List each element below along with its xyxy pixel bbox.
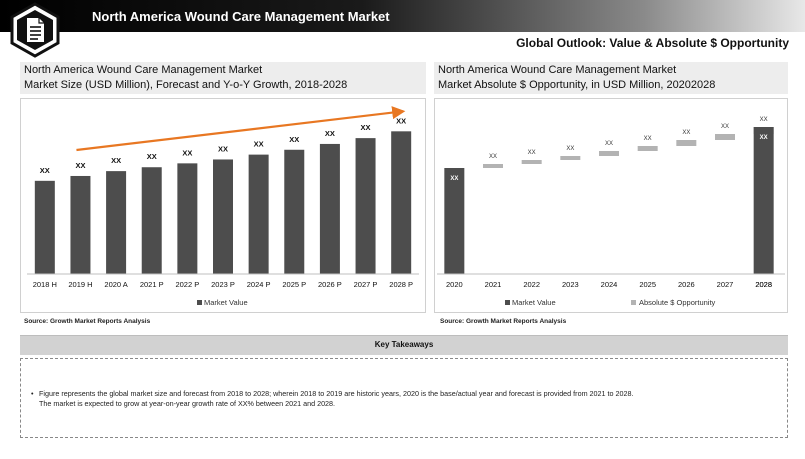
increment-bar [599, 151, 619, 156]
left-chart-subtitle: Market Size (USD Million), Forecast and … [24, 79, 348, 91]
data-label: XX [760, 135, 768, 141]
bar [248, 154, 269, 274]
bar [213, 159, 233, 274]
data-label: XX [605, 141, 613, 147]
opportunity-chart: XX 2020 XX 2021 XX 2022 XX 2023 XX 2024 XX 2025 XX 20… [434, 98, 788, 313]
increment-bar [676, 140, 697, 146]
data-label: XX [254, 140, 264, 149]
data-label: XX [111, 156, 121, 165]
legend-swatch [631, 300, 636, 305]
right-chart-heading: North America Wound Care Management Mark… [434, 62, 788, 94]
page-header: North America Wound Care Management Mark… [0, 0, 805, 58]
market-size-chart: XX 2018 H XX 2019 H XX 2020 A XX 2021 P XX 2022 P… [20, 98, 426, 313]
x-tick-label: 2026 [678, 280, 695, 289]
key-takeaways-header: Key Takeaways [20, 335, 788, 355]
x-tick-label: 2018 H [33, 280, 57, 289]
increment-bar [715, 134, 735, 140]
x-tick-label: 2021 P [140, 280, 164, 289]
data-label: XX [40, 166, 50, 175]
takeaway-text: The market is expected to grow at year-o… [39, 399, 336, 408]
bar [753, 127, 774, 274]
data-label: XX [682, 130, 690, 136]
data-label: XX [760, 117, 768, 123]
data-label: XX [396, 116, 406, 125]
left-chart-source: Source: Growth Market Reports Analysis [24, 318, 151, 325]
increment-bar [521, 160, 542, 164]
x-tick-label: 2021 [485, 280, 502, 289]
x-tick-label: 2025 P [282, 280, 306, 289]
key-takeaways-box: • Figure represents the global market siz… [20, 358, 788, 438]
page-title: North America Wound Care Management Mark… [92, 9, 390, 24]
takeaway-text: Figure represents the global market size… [39, 389, 634, 398]
opportunity-chart-svg: XX 2020 XX 2021 XX 2022 XX 2023 XX 2024 XX 2025 XX 20… [437, 117, 785, 307]
bar [391, 131, 412, 274]
x-tick-label: 2024 P [247, 280, 271, 289]
left-chart-heading: North America Wound Care Management Mark… [20, 62, 426, 94]
x-tick-label: 2026 P [318, 280, 342, 289]
x-tick-label: 2020 A [104, 280, 127, 289]
title-band [0, 0, 805, 32]
data-label: XX [289, 135, 299, 144]
list-item: The market is expected to grow at year-o… [39, 399, 784, 409]
bar [355, 138, 376, 274]
x-tick-label: 2023 P [211, 280, 235, 289]
data-label: XX [489, 154, 497, 160]
document-icon [10, 2, 60, 58]
legend-label: Absolute $ Opportunity [639, 298, 716, 307]
data-label: XX [644, 136, 652, 142]
market-size-chart-svg: XX 2018 H XX 2019 H XX 2020 A XX 2021 P XX 2022 P… [27, 106, 419, 307]
data-label: XX [182, 148, 192, 157]
x-tick-label: 2027 [717, 280, 734, 289]
key-takeaways-list: • Figure represents the global market siz… [31, 389, 784, 409]
bar [141, 167, 162, 274]
right-chart-title: North America Wound Care Management Mark… [438, 64, 677, 76]
data-label: XX [450, 176, 458, 182]
bar [177, 163, 198, 274]
data-label: XX [218, 144, 228, 153]
right-chart-source: Source: Growth Market Reports Analysis [440, 318, 567, 325]
data-label: XX [361, 123, 371, 132]
x-tick-label: 2019 H [68, 280, 92, 289]
data-label: XX [721, 124, 729, 130]
x-tick-label: 2024 [601, 280, 618, 289]
data-label: XX [147, 152, 157, 161]
data-label: XX [528, 150, 536, 156]
bar [106, 171, 127, 274]
x-tick-label: 2020 [446, 280, 463, 289]
legend: Market Value [197, 298, 248, 307]
x-tick-label: 2027 P [354, 280, 378, 289]
legend: Market Value Absolute $ Opportunity [505, 298, 716, 307]
bar [319, 143, 340, 274]
trend-arrow [76, 106, 406, 152]
right-chart-subtitle: Market Absolute $ Opportunity, in USD Mi… [438, 79, 716, 91]
x-tick-label: 2022 P [175, 280, 199, 289]
x-tick-label: 2023 [562, 280, 579, 289]
data-label: XX [325, 129, 335, 138]
bar [70, 175, 91, 274]
legend-label: Market Value [512, 298, 556, 307]
bullet-icon: • [31, 389, 34, 398]
x-tick-label: 2025 [639, 280, 656, 289]
x-tick-label: 2028 [755, 280, 772, 289]
page-subtitle: Global Outlook: Value & Absolute $ Oppor… [516, 36, 789, 50]
increment-bar [560, 156, 581, 160]
x-tick-label: 2022 [523, 280, 540, 289]
data-label: XX [75, 161, 85, 170]
bar [34, 180, 55, 274]
key-takeaways-label: Key Takeaways [374, 340, 434, 349]
list-item: • Figure represents the global market siz… [31, 389, 784, 399]
increment-bar [637, 146, 658, 151]
legend-swatch [505, 300, 510, 305]
legend-label: Market Value [204, 298, 248, 307]
increment-bar [483, 164, 503, 168]
left-chart-title: North America Wound Care Management Mark… [24, 64, 263, 76]
bar [284, 149, 305, 274]
x-tick-label: 2028 P [389, 280, 413, 289]
bar [444, 168, 465, 274]
data-label: XX [566, 146, 574, 152]
legend-swatch [197, 300, 202, 305]
x-tick-label: 2028 [755, 280, 772, 289]
